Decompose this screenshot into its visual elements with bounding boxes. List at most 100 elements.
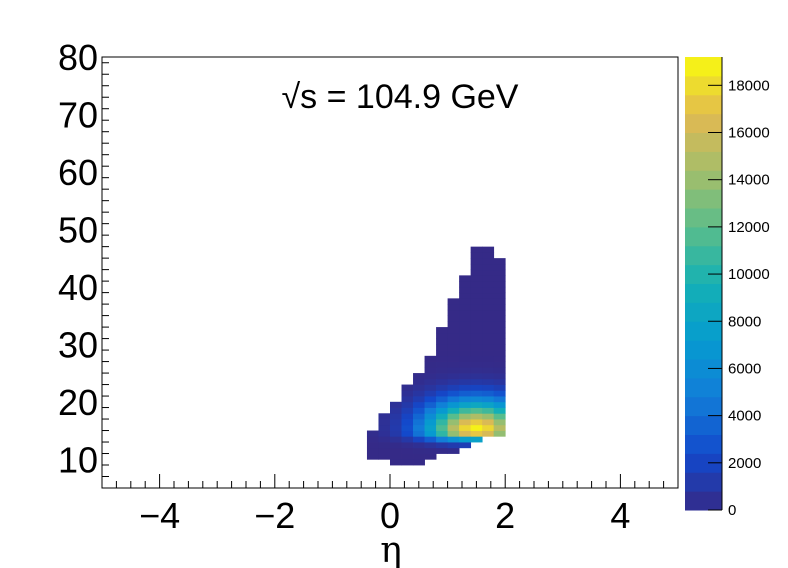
- y-tick-label: 80: [58, 37, 98, 78]
- heatmap-cell: [470, 407, 483, 414]
- heatmap-cell: [470, 275, 483, 282]
- heatmap-cell: [401, 401, 414, 408]
- heatmap-cell: [482, 361, 495, 368]
- heatmap-cell: [459, 390, 472, 397]
- heatmap-cell: [482, 286, 495, 294]
- heatmap-cell: [413, 419, 425, 426]
- heatmap-cell: [493, 413, 506, 420]
- heatmap-cell: [447, 350, 460, 357]
- heatmap-cell: [413, 384, 425, 391]
- heatmap-cell: [413, 373, 425, 380]
- palette-tick-label: 6000: [728, 360, 761, 377]
- heatmap-cell: [493, 367, 506, 374]
- palette-band: [685, 132, 722, 152]
- palette-band: [685, 434, 722, 454]
- heatmap-cell: [436, 378, 448, 385]
- heatmap-cell: [482, 252, 495, 259]
- heatmap-cell: [493, 344, 506, 351]
- y-tick-label: 50: [58, 209, 98, 250]
- heatmap-cell: [459, 419, 472, 426]
- heatmap-cell: [493, 298, 506, 305]
- heatmap-cell: [390, 419, 402, 426]
- heatmap-cell: [482, 309, 495, 316]
- palette-band: [685, 377, 722, 398]
- heatmap-cell: [413, 413, 425, 420]
- palette-band: [685, 359, 722, 379]
- heatmap-cell: [470, 424, 483, 431]
- heatmap-cell: [401, 390, 414, 397]
- heatmap-cell: [482, 430, 495, 437]
- heatmap-cell: [482, 281, 495, 288]
- heatmap-cell: [413, 459, 425, 466]
- heatmap-cell: [413, 430, 425, 437]
- heatmap-cell: [390, 430, 402, 437]
- heatmap-cells: [366, 246, 506, 466]
- heatmap-cell: [470, 338, 483, 345]
- heatmap-cell: [493, 263, 506, 271]
- heatmap-cell: [447, 332, 460, 339]
- heatmap-cell: [459, 275, 472, 282]
- heatmap-cell: [436, 424, 448, 431]
- heatmap-cell: [401, 430, 414, 437]
- heatmap-cell: [447, 447, 460, 454]
- heatmap-cell: [436, 401, 448, 408]
- heatmap-cell: [436, 436, 448, 443]
- heatmap-cell: [459, 315, 472, 322]
- heatmap-cell: [493, 338, 506, 345]
- heatmap-cell: [482, 263, 495, 271]
- heatmap-cell: [482, 401, 495, 408]
- heatmap-cell: [493, 304, 506, 311]
- heatmap-cell: [413, 442, 425, 449]
- palette-band: [685, 321, 722, 341]
- heatmap-cell: [447, 407, 460, 414]
- heatmap-cell: [447, 298, 460, 305]
- heatmap-cell: [436, 367, 448, 374]
- heatmap-cell: [470, 350, 483, 357]
- heatmap-cell: [470, 413, 483, 420]
- heatmap-cell: [401, 384, 414, 391]
- heatmap-cell: [436, 327, 448, 334]
- heatmap-cell: [482, 367, 495, 374]
- heatmap-cell: [424, 384, 437, 391]
- heatmap-cell: [482, 373, 495, 380]
- heatmap-cell: [493, 281, 506, 288]
- heatmap-cell: [459, 442, 472, 449]
- heatmap-cell: [424, 355, 437, 362]
- heatmap-cell: [413, 407, 425, 414]
- palette-band: [685, 226, 722, 247]
- heatmap-cell: [401, 413, 414, 420]
- heatmap-cell: [436, 361, 448, 368]
- palette-band: [685, 283, 722, 303]
- heatmap-cell: [470, 269, 483, 276]
- heatmap-cell: [424, 419, 437, 426]
- heatmap-cell: [390, 424, 402, 431]
- heatmap-cell: [459, 361, 472, 368]
- heatmap-cell: [482, 304, 495, 311]
- y-tick-label: 40: [58, 267, 98, 308]
- heatmap-cell: [493, 384, 506, 391]
- heatmap-cell: [459, 344, 472, 351]
- palette-tick-label: 12000: [728, 219, 770, 236]
- heatmap-cell: [447, 309, 460, 316]
- palette-band: [685, 170, 722, 190]
- palette-band: [685, 94, 722, 115]
- heatmap-cell: [447, 413, 460, 420]
- heatmap-cell: [493, 378, 506, 385]
- heatmap-cell: [447, 304, 460, 311]
- heatmap-cell: [493, 321, 506, 328]
- heatmap-cell: [459, 436, 472, 443]
- palette-tick-label: 18000: [728, 77, 770, 94]
- heatmap-cell: [366, 436, 379, 443]
- heatmap-cell: [378, 447, 391, 454]
- heatmap-cell: [459, 407, 472, 414]
- palette-band: [685, 245, 722, 266]
- heatmap-cell: [482, 350, 495, 357]
- heatmap-cell: [401, 419, 414, 426]
- heatmap-cell: [493, 309, 506, 316]
- heatmap-cell: [470, 292, 483, 299]
- heatmap-cell: [493, 258, 506, 265]
- heatmap-cell: [366, 447, 379, 454]
- heatmap-cell: [378, 424, 391, 431]
- heatmap-cell: [470, 304, 483, 311]
- heatmap-cell: [390, 401, 402, 408]
